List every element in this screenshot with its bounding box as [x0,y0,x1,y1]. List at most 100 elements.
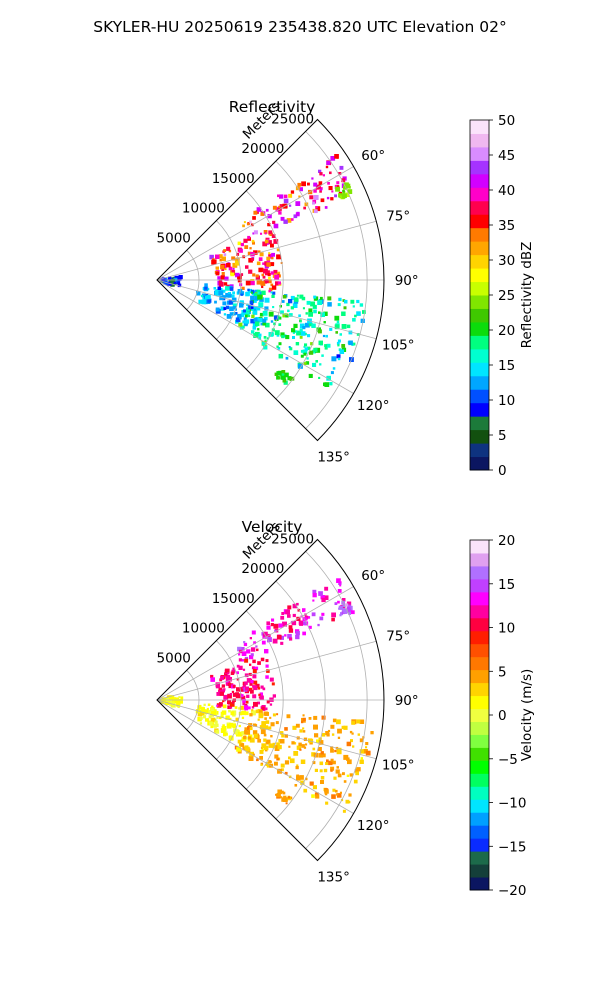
echo-cell [268,287,273,292]
echo-cell [266,621,270,625]
echo-cell [203,703,206,706]
colorbar-label: Reflectivity dBZ [519,242,535,349]
echo-cell [298,314,301,317]
echo-cell [340,612,344,616]
echo-cell [344,182,349,188]
echo-cell [229,717,232,720]
echo-cell [278,623,283,628]
echo-cell [337,303,341,307]
echo-cell [232,684,236,688]
echo-cell [267,637,272,642]
echo-cell [299,320,302,323]
echo-cell [301,296,306,301]
angle-tick-label: 135° [317,450,350,466]
echo-cell [225,293,230,298]
echo-cell [244,686,249,691]
echo-cell [272,694,276,698]
echo-cell [244,705,249,710]
colorbar-segment [470,321,489,336]
echo-cell [354,314,357,318]
echo-cell [262,687,266,691]
echo-cell [221,710,227,715]
echo-cell [331,356,337,362]
echo-cell [258,333,262,337]
echo-cell [342,299,346,302]
echo-cell [353,779,358,784]
echo-cell [285,335,290,340]
echo-cell [176,701,180,705]
echo-cell [312,747,316,751]
echo-cell [288,193,293,198]
echo-cell [343,185,348,190]
echo-cell [230,272,234,277]
echo-cell [222,704,227,709]
panel-title: Velocity [242,518,303,536]
echo-cell [226,262,231,268]
angle-tick-label: 60° [361,148,385,164]
echo-cell [296,330,301,336]
echo-cell [221,689,225,693]
echo-cell [285,802,288,805]
echo-cell [253,641,256,645]
echo-cell [309,738,314,743]
echo-cell [242,746,246,751]
echo-cell [299,328,303,332]
echo-cell [330,724,335,729]
echo-cell [356,311,361,316]
echo-cell [265,664,269,668]
echo-cell [305,361,310,365]
colorbar-segment [470,864,489,878]
echo-cell [267,640,270,643]
echo-cell [308,189,313,195]
echo-cell [278,342,282,346]
angle-tick-label: 75° [386,208,410,224]
angle-tick-label: 120° [357,818,390,834]
echo-cell [287,605,292,610]
colorbar-segment [470,656,489,671]
colorbar-tick-label: 15 [498,577,515,593]
colorbar-segment [470,362,489,377]
echo-cell [213,723,217,728]
echo-cell [286,714,291,719]
echo-cell [337,339,341,343]
echo-cell [300,759,306,764]
echo-cell [321,354,324,357]
echo-cell [206,294,211,300]
echo-cell [280,216,285,221]
angle-tick-label: 90° [395,273,419,289]
echo-cell [302,717,306,721]
echo-cell [265,242,269,245]
echo-cell [227,293,232,298]
echo-cell [330,758,334,762]
echo-cell [237,646,242,652]
echo-cell [239,325,244,330]
echo-cell [284,771,288,775]
colorbar-segment [470,227,489,242]
colorbar-segment [470,416,489,431]
echo-cell [261,724,266,730]
echo-cell [221,268,225,271]
echo-cell [240,293,243,296]
echo-cell [265,675,269,679]
echo-cell [240,743,245,747]
echo-cell [295,342,300,346]
echo-cell [249,727,253,731]
echo-cell [339,584,342,587]
echo-cell [300,780,305,785]
echo-cell [313,715,318,720]
echo-cell [196,291,201,296]
echo-cell [282,294,287,299]
echo-cell [295,634,300,640]
echo-cell [268,726,272,730]
echo-cell [298,742,302,746]
echo-cell [292,336,295,339]
echo-cell [321,715,326,720]
echo-cell [273,239,279,244]
echo-cell [222,297,226,301]
echo-cell [261,640,266,645]
colorbar-segment [470,643,489,658]
echo-cell [248,269,253,274]
colorbar-tick-label: −10 [498,796,527,812]
echo-cell [259,749,264,754]
